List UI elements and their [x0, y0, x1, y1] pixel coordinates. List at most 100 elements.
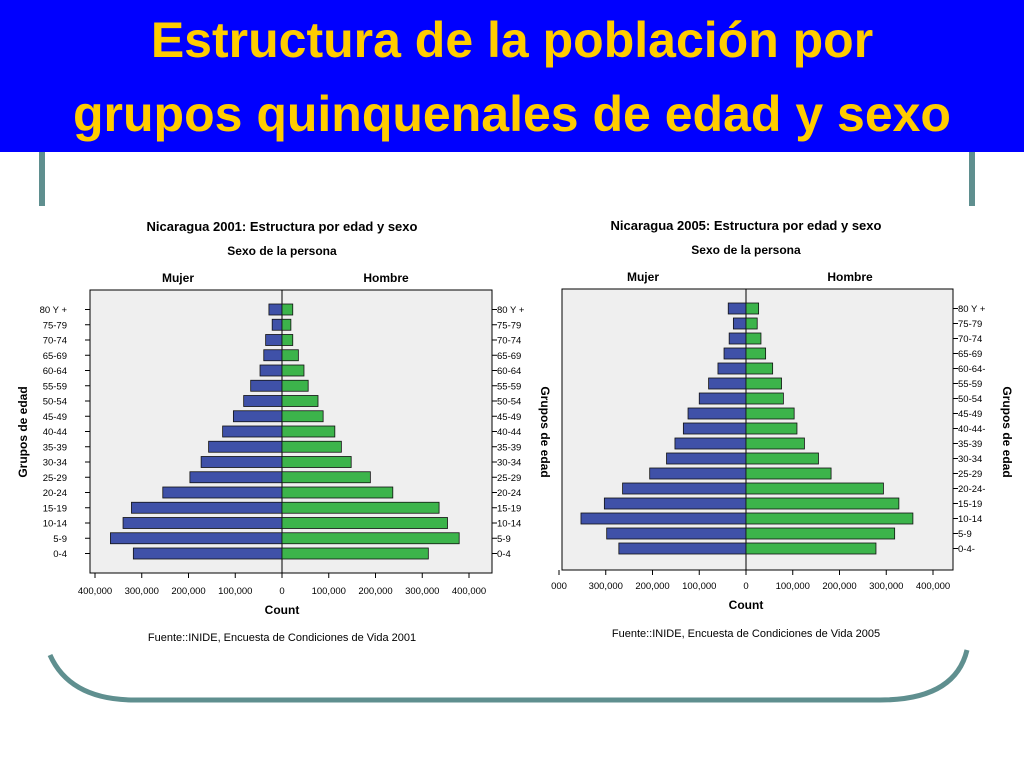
bar-hombre — [281, 456, 352, 468]
age-label-right: 30-34 — [958, 454, 982, 465]
panel-label-hombre: Hombre — [827, 270, 873, 284]
bar-hombre — [281, 349, 299, 362]
bar-hombre — [281, 364, 305, 377]
bar-hombre — [745, 542, 877, 555]
age-label-right: 60-64- — [958, 364, 985, 375]
age-label-right: 20-24 — [497, 488, 521, 499]
bar-mujer — [687, 407, 747, 420]
x-tick-label: 300,000 — [869, 581, 903, 592]
bar-hombre — [281, 517, 448, 529]
age-label-right: 80 Y + — [497, 305, 525, 316]
bar-hombre — [745, 512, 914, 525]
age-label-right: 25-29 — [497, 473, 521, 484]
age-label-right: 65-69 — [958, 349, 982, 360]
x-tick-label: 0 — [743, 581, 748, 592]
age-label-right: 50-54 — [497, 397, 521, 408]
age-label-left: 30-34 — [43, 458, 67, 469]
x-tick-label: 100,000 — [776, 581, 810, 592]
x-tick-label: 400,000 — [916, 581, 950, 592]
bar-hombre — [281, 471, 371, 484]
bar-hombre — [745, 392, 784, 405]
age-label-left: 60-64 — [43, 366, 67, 377]
age-label-right: 35-39 — [958, 439, 982, 450]
slide-title-line-1: Estructura de la población por — [150, 12, 874, 68]
bar-mujer — [732, 317, 747, 330]
x-axis-label: Count — [265, 603, 300, 617]
bar-hombre — [745, 467, 832, 480]
bar-hombre — [281, 410, 324, 423]
frame-bottom-curve — [47, 649, 970, 703]
age-label-left: 20-24 — [43, 488, 67, 499]
bar-hombre — [745, 362, 774, 375]
age-label-left: 10-14 — [43, 519, 67, 530]
age-label-right: 15-19 — [958, 499, 982, 510]
age-label-right: 25-29 — [958, 469, 982, 480]
chart-subtitle: Sexo de la persona — [227, 244, 337, 258]
age-label-right: 40-44 — [497, 427, 521, 438]
bar-mujer — [666, 452, 747, 465]
bar-mujer — [717, 362, 747, 375]
bar-mujer — [728, 332, 747, 345]
bar-hombre — [745, 497, 900, 510]
bar-hombre — [281, 425, 336, 438]
x-tick-label: 400,000 — [452, 586, 486, 597]
chart-footnote: Fuente::INIDE, Encuesta de Condiciones d… — [612, 628, 880, 640]
age-label-left: 15-19 — [43, 503, 67, 514]
age-label-right: 0-4 — [497, 549, 511, 560]
bar-hombre — [281, 440, 342, 453]
bar-mujer — [698, 392, 747, 405]
bar-hombre — [745, 317, 758, 330]
chart-title: Nicaragua 2005: Estructura por edad y se… — [611, 218, 882, 233]
x-tick-label: 200,000 — [635, 581, 669, 592]
frame-right-bar — [969, 152, 975, 206]
age-label-right: 5-9 — [958, 529, 972, 540]
panel-label-mujer: Mujer — [162, 271, 194, 285]
age-label-right: 45-49 — [497, 412, 521, 423]
bar-hombre — [281, 318, 292, 331]
age-label-left: 80 Y + — [40, 305, 68, 316]
bar-hombre — [281, 379, 309, 392]
bar-hombre — [745, 482, 884, 495]
bar-mujer — [606, 527, 747, 540]
y-axis-label-right: Grupos de edad — [1000, 386, 1014, 477]
age-label-left: 5-9 — [53, 534, 67, 545]
bar-hombre — [745, 377, 782, 390]
age-label-right: 35-39 — [497, 442, 521, 453]
age-label-right: 55-59 — [497, 381, 521, 392]
bar-hombre — [281, 486, 394, 499]
age-label-left: 0-4 — [53, 549, 67, 560]
bar-hombre — [745, 407, 795, 420]
chart-title: Nicaragua 2001: Estructura por edad y se… — [147, 219, 418, 234]
y-axis-label-left: Grupos de edad — [16, 386, 30, 477]
age-label-left: 25-29 — [43, 473, 67, 484]
age-label-right: 10-14 — [958, 514, 982, 525]
bar-hombre — [281, 334, 294, 346]
bar-hombre — [745, 302, 760, 315]
x-tick-label: 100,000 — [682, 581, 716, 592]
age-label-right: 55-59 — [958, 379, 982, 390]
age-label-right: 20-24- — [958, 484, 985, 495]
chart-subtitle: Sexo de la persona — [691, 243, 801, 257]
frame-left-bar — [39, 152, 45, 206]
age-label-right: 10-14 — [497, 519, 521, 530]
age-label-right: 0-4- — [958, 544, 975, 555]
bar-mujer — [603, 497, 747, 510]
age-label-right: 65-69 — [497, 351, 521, 362]
age-label-left: 45-49 — [43, 412, 67, 423]
bar-mujer — [580, 512, 747, 525]
age-label-left: 40-44 — [43, 427, 67, 438]
age-label-left: 55-59 — [43, 381, 67, 392]
bar-hombre — [745, 347, 767, 360]
chart-footnote: Fuente::INIDE, Encuesta de Condiciones d… — [148, 632, 416, 644]
age-label-right: 50-54 — [958, 394, 982, 405]
age-label-right: 75-79 — [958, 319, 982, 330]
age-label-right: 70-74 — [497, 336, 521, 347]
bar-hombre — [745, 332, 762, 345]
bar-hombre — [281, 303, 294, 316]
age-label-right: 45-49 — [958, 409, 982, 420]
bar-mujer — [682, 422, 747, 435]
title-banner: Estructura de la población por grupos qu… — [0, 0, 1024, 152]
